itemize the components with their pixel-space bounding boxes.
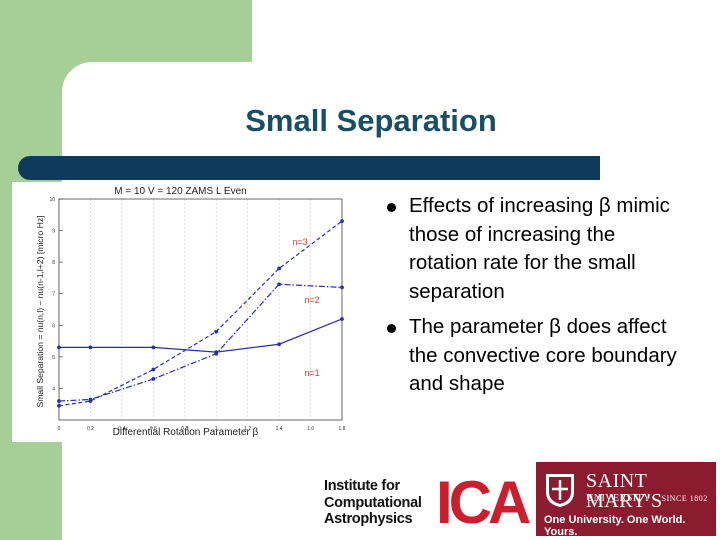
series-annotation: n=3 bbox=[292, 237, 307, 247]
x-tick-label: 0.6 bbox=[150, 426, 157, 432]
series-annotation: n=2 bbox=[304, 295, 319, 305]
data-point-n3 bbox=[57, 403, 61, 408]
slide-title: Small Separation bbox=[245, 103, 497, 138]
y-tick-label: 6 bbox=[52, 323, 55, 329]
x-tick-label: 0.8 bbox=[181, 426, 188, 432]
title-divider-bar bbox=[18, 156, 600, 180]
bullet-dot-icon bbox=[387, 203, 396, 212]
ica-logo: Institute for Computational Astrophysics… bbox=[322, 470, 534, 536]
ica-mark: ICA bbox=[436, 469, 531, 536]
y-tick-label: 10 bbox=[49, 197, 55, 203]
data-point-n3 bbox=[214, 329, 219, 334]
smu-subtitle: UNIVERSITY SINCE 1802 bbox=[586, 493, 708, 504]
series-line-n2 bbox=[58, 283, 343, 402]
x-tick-label: 1.6 bbox=[307, 426, 314, 432]
smu-tagline: One University. One World. Yours. bbox=[544, 514, 686, 538]
smu-name: SAINT MARY'S bbox=[586, 470, 663, 512]
bullet-item: Effects of increasing β mimic those of i… bbox=[385, 192, 685, 306]
series-line-n3 bbox=[58, 220, 343, 407]
x-tick-label: 1 bbox=[215, 426, 218, 432]
data-point-n1 bbox=[340, 317, 344, 321]
data-point-n2 bbox=[151, 377, 156, 381]
bullet-text: The parameter β does affect the convecti… bbox=[409, 315, 677, 395]
ica-logo-text: Institute for Computational Astrophysics bbox=[324, 478, 422, 528]
x-axis-label: Differential Rotation Parameter β bbox=[113, 427, 259, 438]
data-point-n3 bbox=[340, 219, 344, 223]
data-point-n1 bbox=[88, 345, 93, 350]
ica-line: Astrophysics bbox=[324, 511, 413, 527]
ica-line: Institute for bbox=[324, 478, 400, 494]
bullet-list: Effects of increasing β mimic those of i… bbox=[385, 192, 685, 406]
y-tick-label: 5 bbox=[52, 355, 55, 361]
saint-marys-logo: SAINT MARY'S UNIVERSITY SINCE 1802 One U… bbox=[536, 462, 716, 538]
bullet-item: The parameter β does affect the convecti… bbox=[385, 313, 685, 399]
x-tick-label: 1.4 bbox=[276, 426, 283, 432]
series-annotation: n=1 bbox=[304, 368, 319, 378]
data-point-n1 bbox=[57, 345, 61, 350]
data-point-n1 bbox=[151, 345, 156, 350]
smu-university: UNIVERSITY bbox=[586, 493, 651, 504]
y-tick-label: 7 bbox=[52, 292, 55, 298]
data-point-n3 bbox=[88, 399, 93, 403]
x-tick-label: 1.8 bbox=[339, 426, 346, 432]
bullet-dot-icon bbox=[387, 324, 396, 333]
x-tick-label: 0.2 bbox=[87, 426, 94, 432]
y-tick-label: 9 bbox=[52, 229, 55, 235]
data-point-n1 bbox=[277, 342, 282, 347]
y-axis-label: Small Separation = nu(n,l) – nu(n-1,l+2)… bbox=[35, 215, 45, 407]
smu-since: SINCE 1802 bbox=[661, 494, 708, 503]
data-point-n2 bbox=[277, 282, 282, 287]
data-point-n3 bbox=[277, 266, 282, 271]
data-point-n2 bbox=[340, 285, 344, 290]
line-chart: 0 0.2 0.4 0.6 0.8 1 1.2 1.4 1.6 1.8 10 9 8 7 6 5 4 M = 10… bbox=[12, 182, 360, 442]
y-tick-label: 8 bbox=[52, 260, 55, 266]
bullet-text: Effects of increasing β mimic those of i… bbox=[409, 194, 670, 303]
data-point-n2 bbox=[57, 399, 61, 403]
data-point-n3 bbox=[151, 367, 156, 372]
x-tick-label: 0 bbox=[58, 426, 61, 432]
x-tick-label: 0.4 bbox=[118, 426, 125, 432]
x-tick-label: 1.2 bbox=[244, 426, 251, 432]
chart-svg: 0 0.2 0.4 0.6 0.8 1 1.2 1.4 1.6 1.8 10 9 8 7 6 5 4 M = 10… bbox=[35, 186, 346, 438]
series-line-n1 bbox=[59, 318, 343, 353]
data-point-n2 bbox=[214, 351, 219, 356]
y-tick-label: 4 bbox=[52, 386, 55, 392]
plot-frame bbox=[58, 198, 343, 421]
crest-icon bbox=[546, 474, 574, 507]
ica-line: Computational bbox=[324, 494, 422, 511]
chart-title: M = 10 V = 120 ZAMS L Even bbox=[114, 186, 246, 197]
